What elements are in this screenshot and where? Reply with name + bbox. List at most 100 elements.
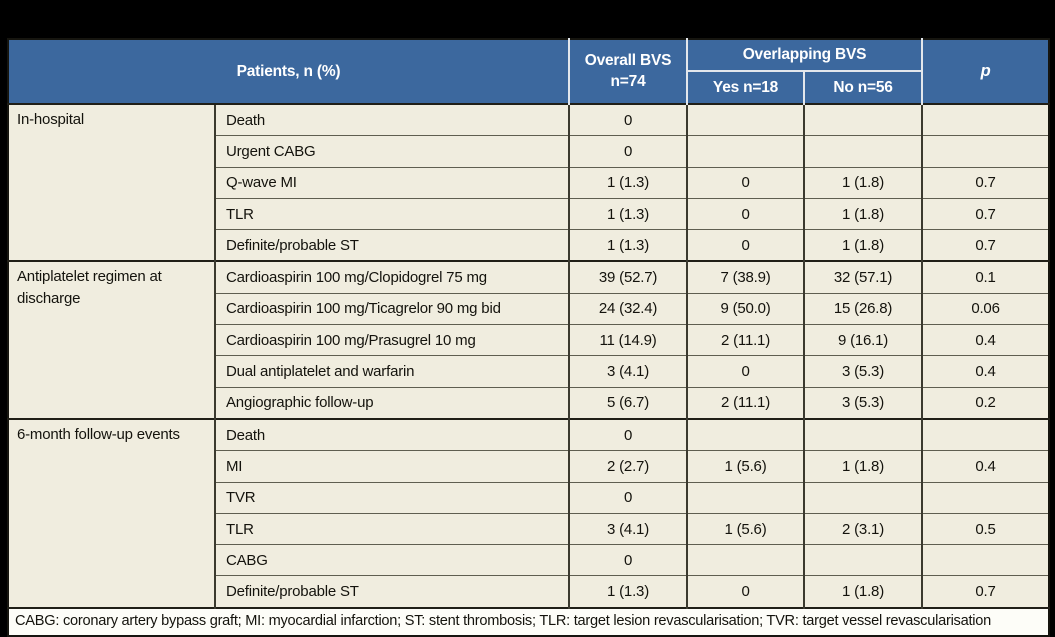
table-row: Definite/probable ST 1 (1.3) 0 1 (1.8) 0.7 [8, 575, 1050, 608]
cell-value: 2 (3.1) [803, 512, 923, 545]
cell-value: 1 (1.3) [568, 575, 688, 608]
cell-value [686, 135, 805, 168]
cell-value [803, 103, 923, 136]
cell-value: 32 (57.1) [803, 260, 923, 294]
cell-value: 1 (1.8) [803, 166, 923, 199]
row-label: CABG [213, 544, 570, 576]
col-header-overall-line1: Overall BVS [584, 52, 672, 70]
table-row: In-hospital Death 0 [8, 102, 1050, 262]
table-body: In-hospital Death 0 Urgent CABG 0 Q-wave MI 1 … [8, 102, 1050, 608]
table-row: Definite/probable ST 1 (1.3) 0 1 (1.8) 0.7 [8, 229, 1050, 262]
col-header-overall-line2: n=74 [610, 72, 646, 90]
cell-value [686, 481, 805, 514]
cell-value: 1 (1.3) [568, 197, 688, 230]
row-label: Death [213, 103, 570, 136]
cell-value [803, 544, 923, 576]
cell-value: 0.7 [921, 229, 1050, 262]
cell-value: 0 [568, 544, 688, 576]
cell-value: 24 (32.4) [568, 292, 688, 325]
table-row: Dual antiplatelet and warfarin 3 (4.1) 0 3 … [8, 355, 1050, 388]
cell-value: 5 (6.7) [568, 386, 688, 419]
cell-value: 0.4 [921, 324, 1050, 356]
outcomes-table: Patients, n (%) Overall BVS n=74 Overlap… [7, 38, 1051, 637]
table-row: Angiographic follow-up 5 (6.7) 2 (11.1) 3 (… [8, 386, 1050, 419]
cell-value: 0.4 [921, 450, 1050, 483]
table-row: TLR 3 (4.1) 1 (5.6) 2 (3.1) 0.5 [8, 512, 1050, 545]
table-container: Patients, n (%) Overall BVS n=74 Overlap… [7, 38, 1051, 637]
row-label: TLR [213, 512, 570, 545]
cell-value: 0.2 [921, 386, 1050, 419]
cell-value: 9 (16.1) [803, 324, 923, 356]
cell-value: 39 (52.7) [568, 260, 688, 294]
table-footer: CABG: coronary artery bypass graft; MI: … [8, 606, 1050, 636]
cell-value [921, 417, 1050, 451]
cell-value: 0 [568, 135, 688, 168]
row-label: Angiographic follow-up [213, 386, 570, 419]
cell-value [921, 135, 1050, 168]
row-label: Death [213, 417, 570, 451]
cell-value [803, 417, 923, 451]
cell-value [803, 481, 923, 514]
cell-value: 0 [568, 103, 688, 136]
cell-value: 3 (5.3) [803, 355, 923, 388]
group-label: 6-month follow-up events [8, 417, 215, 608]
table-row: TVR 0 [8, 481, 1050, 514]
col-header-no: No n=56 [803, 71, 923, 104]
cell-value: 3 (4.1) [568, 512, 688, 545]
cell-value: 1 (1.8) [803, 229, 923, 262]
table-row: CABG 0 [8, 544, 1050, 576]
cell-value [686, 544, 805, 576]
table-row: Cardioaspirin 100 mg/Prasugrel 10 mg 11 (… [8, 324, 1050, 356]
cell-value [921, 544, 1050, 576]
row-label: Definite/probable ST [213, 229, 570, 262]
page-background: { "header": { "patients_label": "Patient… [7, 38, 1051, 637]
table-row: Cardioaspirin 100 mg/Ticagrelor 90 mg bi… [8, 292, 1050, 325]
cell-value [921, 103, 1050, 136]
table-row: MI 2 (2.7) 1 (5.6) 1 (1.8) 0.4 [8, 450, 1050, 483]
cell-value: 0 [568, 481, 688, 514]
cell-value: 0.7 [921, 575, 1050, 608]
cell-value: 0 [686, 575, 805, 608]
col-header-p-value: p [921, 39, 1050, 104]
group-label: Antiplatelet regimen at discharge [8, 260, 215, 419]
row-label: Definite/probable ST [213, 575, 570, 608]
cell-value: 2 (11.1) [686, 386, 805, 419]
cell-value: 0 [568, 417, 688, 451]
row-label: TLR [213, 197, 570, 230]
cell-value: 0 [686, 166, 805, 199]
cell-value: 1 (5.6) [686, 512, 805, 545]
row-label: Cardioaspirin 100 mg/Clopidogrel 75 mg [213, 260, 570, 294]
cell-value [686, 103, 805, 136]
table-row: Antiplatelet regimen at discharge Cardioa… [8, 260, 1050, 419]
cell-value: 2 (2.7) [568, 450, 688, 483]
col-header-patients: Patients, n (%) [8, 39, 570, 104]
cell-value [921, 481, 1050, 514]
cell-value: 11 (14.9) [568, 324, 688, 356]
cell-value: 0.06 [921, 292, 1050, 325]
cell-value: 3 (4.1) [568, 355, 688, 388]
row-label: MI [213, 450, 570, 483]
cell-value: 0.7 [921, 166, 1050, 199]
table-row: TLR 1 (1.3) 0 1 (1.8) 0.7 [8, 197, 1050, 230]
cell-value: 0 [686, 355, 805, 388]
row-label: Dual antiplatelet and warfarin [213, 355, 570, 388]
row-label: Cardioaspirin 100 mg/Prasugrel 10 mg [213, 324, 570, 356]
table-header: Patients, n (%) Overall BVS n=74 Overlap… [8, 39, 1050, 104]
cell-value: 1 (1.3) [568, 166, 688, 199]
cell-value: 0.5 [921, 512, 1050, 545]
cell-value: 1 (1.3) [568, 229, 688, 262]
footnote: CABG: coronary artery bypass graft; MI: … [8, 606, 1050, 636]
row-label: Q-wave MI [213, 166, 570, 199]
row-label: Urgent CABG [213, 135, 570, 168]
row-label: Cardioaspirin 100 mg/Ticagrelor 90 mg bi… [213, 292, 570, 325]
cell-value: 0 [686, 197, 805, 230]
col-header-overlapping-bvs: Overlapping BVS [686, 39, 923, 72]
cell-value: 3 (5.3) [803, 386, 923, 419]
cell-value: 1 (1.8) [803, 575, 923, 608]
cell-value: 15 (26.8) [803, 292, 923, 325]
cell-value: 0 [686, 229, 805, 262]
col-header-yes: Yes n=18 [686, 71, 805, 104]
group-label: In-hospital [8, 102, 215, 262]
cell-value: 0.7 [921, 197, 1050, 230]
col-header-overall-bvs: Overall BVS n=74 [568, 39, 688, 104]
